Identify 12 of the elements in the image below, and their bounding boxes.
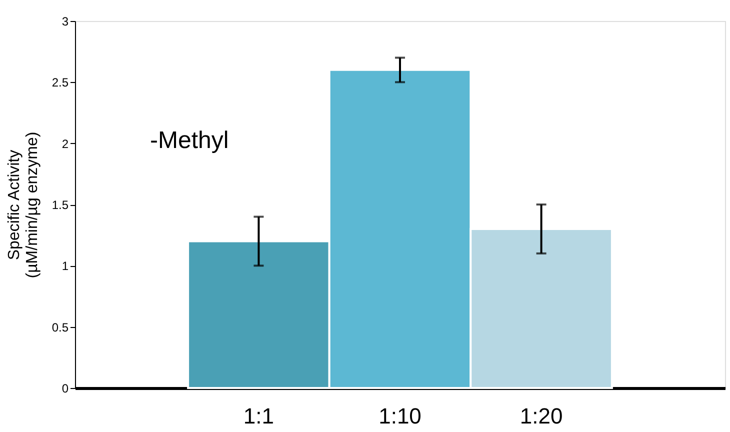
- y-tick-label: 1: [62, 259, 69, 274]
- y-axis-title: Specific Activity (µM/min/µg enzyme): [6, 132, 41, 278]
- y-tick-label: 2: [62, 136, 69, 151]
- y-tick-label: 2.5: [52, 76, 69, 90]
- y-tick-label: 0: [62, 382, 69, 396]
- y-tick-label: 0.5: [52, 320, 69, 334]
- x-tick-label: 1:10: [378, 404, 422, 428]
- y-tick-label: 3: [62, 14, 69, 28]
- x-tick-label: 1:1: [243, 404, 274, 428]
- x-tick-label: 1:20: [520, 404, 563, 428]
- y-tick-label: 1.5: [52, 198, 69, 212]
- annotation: -Methyl: [150, 127, 229, 154]
